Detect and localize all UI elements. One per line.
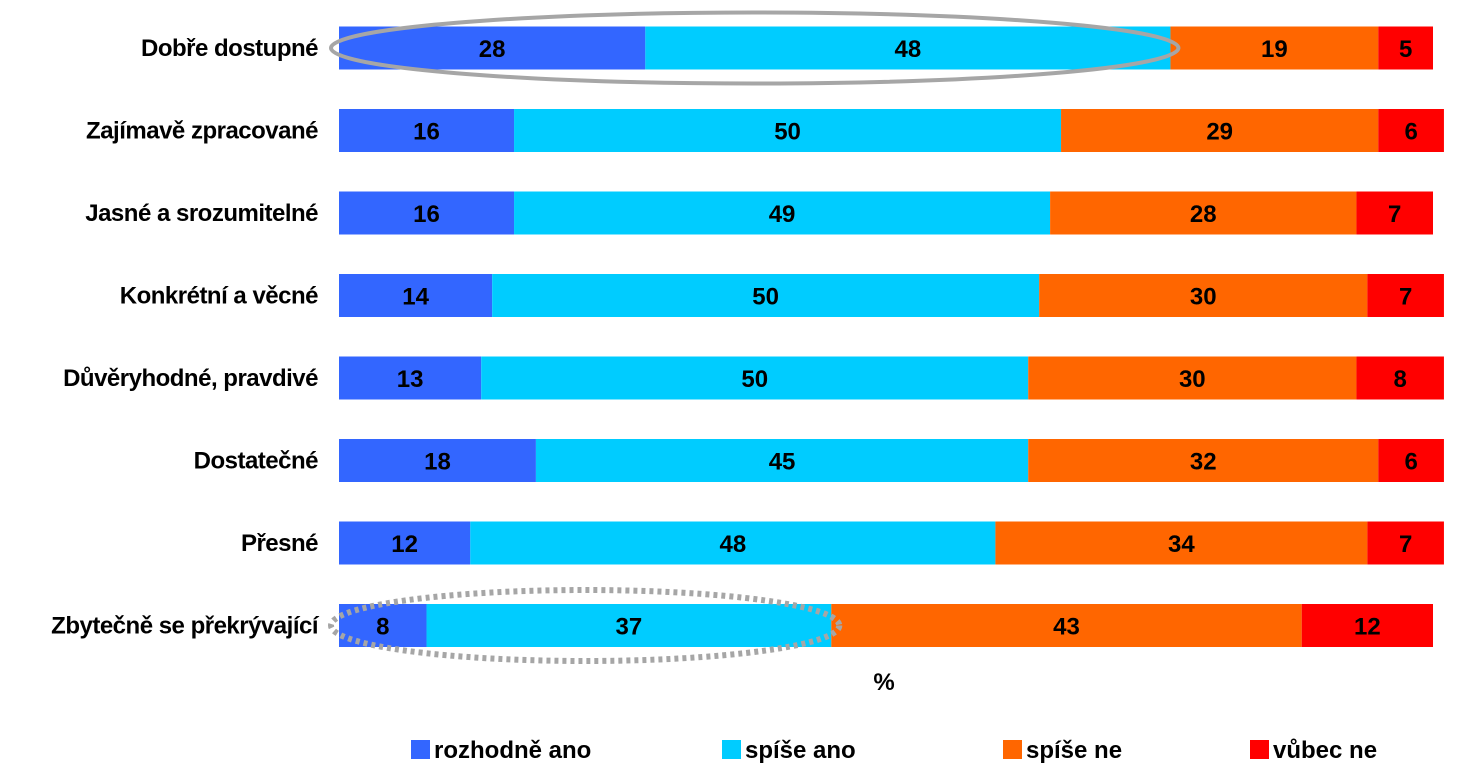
bar-segment	[1028, 439, 1379, 482]
data-label: 50	[741, 366, 768, 393]
data-label: 5	[1399, 36, 1412, 63]
category-label: Dostatečné	[194, 448, 319, 475]
bar-segment	[1356, 356, 1444, 400]
data-label: 19	[1261, 36, 1288, 63]
highlight-layer	[328, 10, 1181, 664]
data-label: 13	[397, 366, 424, 393]
category-label: Konkrétní a věcné	[120, 283, 318, 310]
category-label: Jasné a srozumitelné	[85, 200, 318, 227]
data-label: 28	[479, 36, 506, 63]
category-label: Dobře dostupné	[141, 35, 318, 62]
bar-segment	[339, 604, 427, 647]
legend-label: spíše ne	[1026, 737, 1122, 764]
bar-segment	[514, 191, 1051, 235]
data-label: 16	[413, 119, 440, 146]
data-label: 7	[1388, 201, 1401, 228]
bar-segment	[1367, 274, 1444, 317]
x-axis-label: %	[873, 669, 894, 696]
bar-segment	[1301, 604, 1433, 647]
category-label: Důvěryhodné, pravdivé	[63, 365, 318, 392]
data-label: 30	[1190, 284, 1217, 311]
value-labels-layer: 28 48 19 5 16 50 29 6 16 49 28 7 14 50 30 7 13 50 30 8 18 45 3…	[376, 36, 1418, 641]
legend-swatch	[722, 740, 741, 759]
bar-segment	[645, 26, 1171, 70]
bar-segment	[481, 356, 1029, 400]
bar-segment	[1378, 26, 1433, 70]
category-label: Zbytečně se překrývající	[51, 613, 320, 640]
legend: rozhodně ano spíše ano spíše ne vůbec ne	[411, 737, 1377, 764]
data-label: 32	[1190, 449, 1217, 476]
bar-segment	[426, 604, 832, 647]
bar-segment	[1039, 274, 1368, 317]
bar-segment	[1356, 191, 1433, 235]
bar-segment	[492, 274, 1040, 317]
bar-segment	[1061, 109, 1379, 152]
data-label: 8	[376, 614, 389, 641]
legend-label: vůbec ne	[1273, 737, 1377, 764]
bar-segment	[831, 604, 1302, 647]
bar-segment	[339, 521, 471, 565]
data-label: 16	[413, 201, 440, 228]
legend-swatch	[1003, 740, 1022, 759]
highlight-ellipse	[328, 587, 843, 664]
data-label: 48	[719, 531, 746, 558]
data-label: 50	[774, 119, 801, 146]
data-label: 8	[1394, 366, 1407, 393]
bar-segment	[1050, 191, 1357, 235]
legend-swatch	[1250, 740, 1269, 759]
data-label: 28	[1190, 201, 1217, 228]
bar-segment	[1378, 439, 1444, 482]
legend-label: spíše ano	[745, 737, 856, 764]
data-label: 6	[1404, 449, 1417, 476]
data-label: 7	[1399, 531, 1412, 558]
data-label: 37	[616, 614, 643, 641]
data-label: 12	[1354, 614, 1381, 641]
bars-layer	[339, 26, 1444, 647]
data-label: 34	[1168, 531, 1195, 558]
bar-segment	[1170, 26, 1379, 70]
bar-segment	[339, 109, 515, 152]
category-labels-layer: Dobře dostupné Zajímavě zpracované Jasné a…	[51, 35, 320, 640]
data-label: 14	[402, 284, 429, 311]
bar-segment	[1028, 356, 1357, 400]
bar-segment	[339, 439, 536, 482]
data-label: 48	[895, 36, 922, 63]
data-label: 7	[1399, 284, 1412, 311]
category-label: Přesné	[241, 530, 318, 557]
bar-segment	[339, 356, 482, 400]
bar-segment	[1378, 109, 1444, 152]
bar-segment	[995, 521, 1368, 565]
data-label: 18	[424, 449, 451, 476]
bar-segment	[535, 439, 1029, 482]
data-label: 30	[1179, 366, 1206, 393]
data-label: 45	[769, 449, 796, 476]
data-label: 49	[769, 201, 796, 228]
bar-segment	[470, 521, 996, 565]
data-label: 50	[752, 284, 779, 311]
bar-segment	[339, 191, 515, 235]
legend-swatch	[411, 740, 430, 759]
legend-label: rozhodně ano	[434, 737, 591, 764]
bar-segment	[339, 274, 493, 317]
category-label: Zajímavě zpracované	[86, 118, 318, 145]
data-label: 6	[1404, 119, 1417, 146]
bar-segment	[339, 26, 646, 70]
bar-segment	[1367, 521, 1444, 565]
data-label: 12	[391, 531, 418, 558]
data-label: 43	[1053, 614, 1080, 641]
bar-segment	[514, 109, 1062, 152]
data-label: 29	[1206, 119, 1233, 146]
highlight-ellipse	[328, 10, 1181, 86]
